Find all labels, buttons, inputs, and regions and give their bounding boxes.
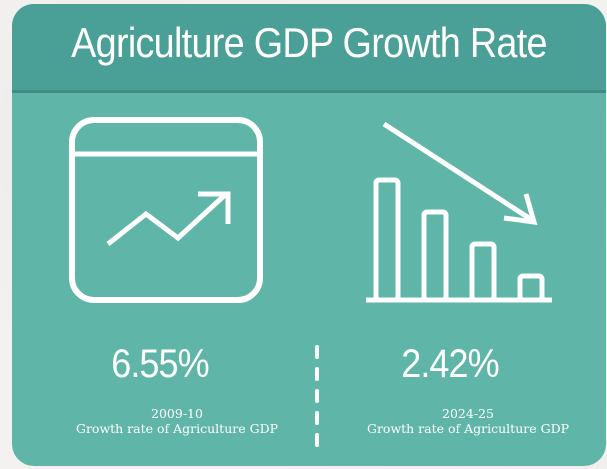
page-title: Agriculture GDP Growth Rate	[71, 19, 547, 66]
left-stat-caption: 2009-10 Growth rate of Agriculture GDP	[52, 406, 302, 436]
left-stat-value: 6.55%	[111, 342, 209, 386]
trend-up-window-icon	[68, 116, 264, 304]
left-stat-year: 2009-10	[151, 406, 203, 421]
right-stat-label: Growth rate of Agriculture GDP	[366, 421, 570, 436]
title-banner: Agriculture GDP Growth Rate	[12, 4, 606, 93]
declining-bars-icon	[354, 116, 554, 304]
right-stat-value: 2.42%	[401, 342, 499, 386]
dashed-divider	[314, 345, 320, 453]
right-stat-caption: 2024-25 Growth rate of Agriculture GDP	[344, 406, 592, 436]
left-stat-label: Growth rate of Agriculture GDP	[75, 421, 279, 436]
right-stat-year: 2024-25	[442, 406, 494, 421]
infographic-card: Agriculture GDP Growth Rate	[12, 4, 606, 466]
